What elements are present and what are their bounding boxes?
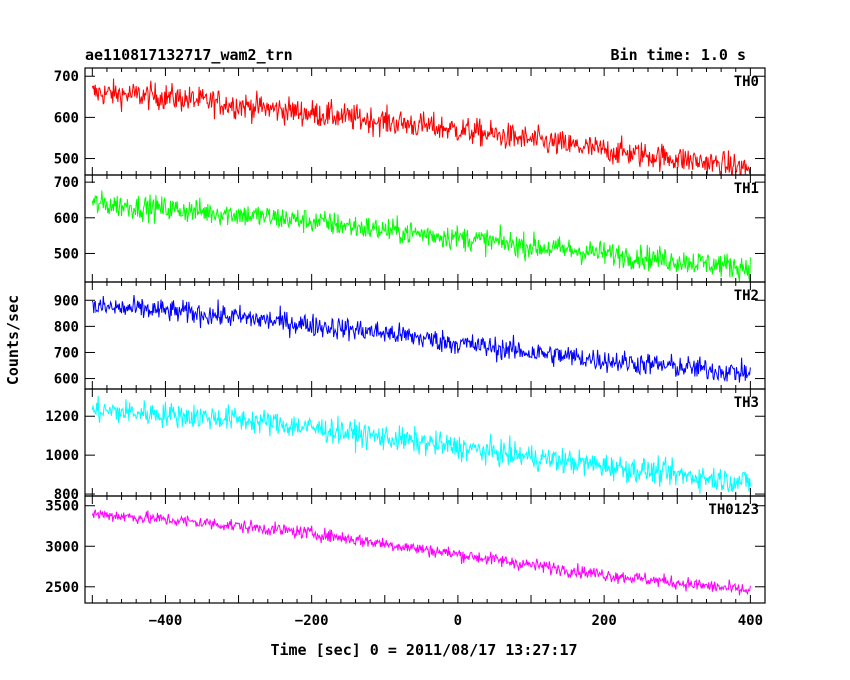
panel-th0123: 2500 3000 3500 TH0123: [45, 495, 766, 604]
panel-th3: 800 1000 1200 TH3: [45, 388, 766, 503]
panel-frame: [84, 495, 766, 604]
panel-label: TH0: [734, 74, 759, 90]
y-tick-label: 3000: [45, 539, 79, 555]
series-line-th3: [91, 395, 751, 494]
panel-label: TH1: [734, 181, 759, 197]
y-tick-label: 700: [54, 69, 79, 85]
y-tick-label: 2500: [45, 580, 79, 596]
panel-th1: 500 600 700 TH1: [54, 174, 766, 283]
y-tick-label: 700: [54, 175, 79, 191]
y-tick-label: 600: [54, 372, 79, 388]
x-axis-title: Time [sec] 0 = 2011/08/17 13:27:17: [270, 641, 577, 659]
y-tick-label: 900: [54, 293, 79, 309]
series-line-th2: [91, 295, 751, 383]
panel-frame: [84, 174, 766, 283]
y-tick-label: 600: [54, 110, 79, 126]
y-tick-label: 800: [54, 319, 79, 335]
panels-group: 500 600 700 TH0 500 600 700 TH1 600 700 800 900 TH2 8…: [45, 67, 766, 629]
y-tick-label: 1200: [45, 409, 79, 425]
panel-frame: [84, 67, 766, 176]
chart-title: ae110817132717_wam2_trn: [85, 46, 293, 64]
y-axis-title: Counts/sec: [4, 295, 22, 385]
y-tick-label: 1000: [45, 448, 79, 464]
y-tick-label: 600: [54, 211, 79, 227]
series-line-th1: [91, 190, 751, 282]
series-line-th0123: [91, 509, 751, 596]
y-tick-label: 700: [54, 345, 79, 361]
y-tick-label: 3500: [45, 499, 79, 515]
x-tick-label: 0: [454, 613, 462, 629]
y-tick-label: 800: [54, 487, 79, 503]
x-tick-label: −200: [295, 613, 329, 629]
series-line-th0: [91, 78, 751, 175]
panel-th0: 500 600 700 TH0: [54, 67, 766, 176]
panel-frame: [84, 281, 766, 390]
panel-label: TH0123: [708, 502, 759, 518]
panel-label: TH3: [734, 395, 759, 411]
x-tick-label: 400: [738, 613, 763, 629]
y-tick-label: 500: [54, 246, 79, 262]
bin-time-label: Bin time: 1.0 s: [611, 46, 746, 64]
panel-th2: 600 700 800 900 TH2: [54, 281, 766, 390]
x-tick-label: 200: [591, 613, 616, 629]
panel-label: TH2: [734, 288, 759, 304]
x-tick-label: −400: [149, 613, 183, 629]
y-tick-label: 500: [54, 152, 79, 168]
